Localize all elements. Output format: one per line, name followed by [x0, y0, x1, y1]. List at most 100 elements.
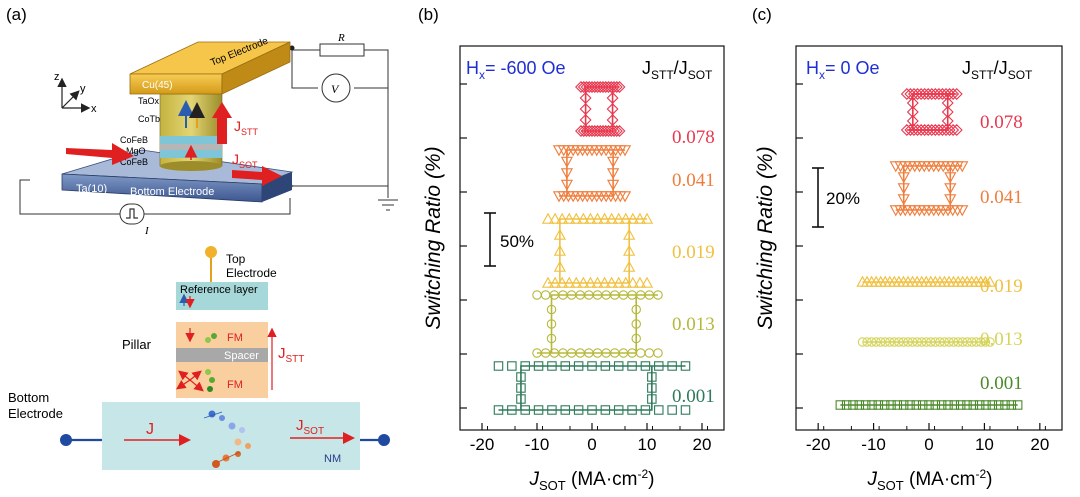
data-point — [880, 337, 891, 347]
data-point — [608, 125, 620, 137]
x-tick-label: -10 — [861, 435, 886, 454]
data-point — [626, 276, 639, 288]
series-label: 0.019 — [980, 276, 1023, 297]
data-point — [906, 106, 919, 118]
data-point — [541, 276, 555, 288]
data-point — [580, 81, 593, 93]
data-point — [879, 400, 890, 410]
data-point — [966, 337, 977, 347]
schem-jstt-sub: STT — [286, 354, 305, 365]
spacer-label: Spacer — [224, 350, 259, 362]
data-point — [577, 212, 590, 224]
data-point — [962, 400, 972, 410]
legend-title-main-c: J — [962, 58, 971, 78]
x-axis-label-c: JSOT (MA·cm-2) — [867, 467, 993, 493]
data-point — [950, 124, 963, 136]
data-point — [588, 81, 601, 93]
data-point — [926, 337, 936, 347]
data-point — [862, 337, 872, 347]
data-point — [553, 228, 567, 240]
bottom-terminal-left — [60, 434, 72, 446]
data-point — [993, 400, 1004, 410]
data-point — [586, 125, 598, 137]
nm-layer — [102, 402, 360, 470]
x-tick-label: 20 — [693, 435, 712, 454]
data-point — [633, 276, 647, 288]
data-point — [886, 400, 896, 410]
pillar-label: Pillar — [122, 337, 152, 352]
legend-title-b: JSTT/JSOT — [642, 58, 713, 82]
x-tick-label: -20 — [806, 435, 831, 454]
legend-title-c: JSTT/JSOT — [962, 58, 1033, 82]
data-point — [835, 400, 846, 410]
data-point — [953, 337, 963, 347]
data-point — [875, 337, 886, 347]
axis-z-label: z — [54, 71, 60, 83]
data-point — [667, 405, 677, 415]
bottom-terminal-right — [378, 434, 390, 446]
data-point — [680, 361, 691, 371]
data-point — [546, 319, 557, 329]
data-point — [587, 361, 597, 371]
data-point — [623, 260, 636, 272]
data-point — [563, 276, 576, 288]
data-point — [939, 337, 950, 347]
layer-label: MgO — [126, 146, 146, 156]
x-tick-label: 20 — [1030, 435, 1049, 454]
data-point — [948, 337, 959, 347]
jstt-main: J — [234, 118, 241, 134]
x-tick-label: -10 — [525, 435, 550, 454]
schem-jstt-main: J — [278, 345, 286, 362]
field-value-b: = -600 Oe — [485, 58, 566, 78]
data-point — [955, 400, 966, 410]
data-point — [570, 276, 583, 288]
xlabel-exp-c: -2 — [976, 467, 987, 481]
data-point — [533, 405, 544, 415]
data-point — [944, 183, 957, 195]
data-point — [548, 212, 562, 224]
data-point — [983, 275, 997, 287]
jsot-main: J — [232, 151, 239, 167]
chart-marks-b: -20 -10 0 10 20 0.078 0.041 0.019 0.013 0.001 — [459, 81, 715, 454]
data-point — [949, 400, 960, 410]
jsot-arrow-out — [232, 166, 282, 186]
series-0.078: 0.078 — [575, 81, 715, 148]
series-label: 0.041 — [672, 170, 715, 191]
data-point — [935, 337, 945, 347]
data-point — [619, 276, 632, 288]
data-point — [912, 337, 922, 347]
xlabel-exp-b: -2 — [638, 467, 649, 481]
data-point — [520, 361, 530, 371]
xlabel-sub-b: SOT — [539, 478, 566, 493]
data-point — [898, 400, 909, 410]
data-point — [860, 400, 871, 410]
data-point — [613, 405, 624, 415]
data-point — [606, 103, 619, 115]
voltmeter-label: V — [331, 82, 340, 96]
scale-bar-label-c: 20% — [826, 189, 860, 208]
data-point — [606, 168, 620, 180]
panel-b: (b) Hx= -600 Oe JSTT/JSOT 50% Switching … — [418, 5, 725, 493]
layer-label: CoFeB — [120, 135, 148, 145]
data-point — [533, 361, 544, 371]
data-point — [1006, 400, 1017, 410]
resistor-label: R — [337, 32, 345, 44]
data-point — [941, 115, 954, 127]
data-point — [605, 212, 618, 224]
data-point — [653, 290, 663, 300]
data-point — [930, 337, 941, 347]
series-label: 0.078 — [672, 127, 715, 148]
series-0.041: 0.041 — [552, 145, 715, 203]
data-point — [906, 115, 919, 127]
data-point — [971, 337, 982, 347]
spacer — [176, 348, 268, 362]
series-label: 0.041 — [980, 187, 1023, 208]
layer-label: CoTb — [138, 114, 160, 124]
layer-label: CoFeB — [120, 157, 148, 167]
panel-a: (a) z y x R V — [6, 5, 398, 470]
data-point — [560, 168, 574, 180]
reference-layer-label: Reference layer — [180, 284, 258, 296]
series-label: 0.019 — [672, 242, 715, 263]
data-point — [943, 400, 953, 410]
series-0.041: 0.041 — [889, 161, 1023, 217]
